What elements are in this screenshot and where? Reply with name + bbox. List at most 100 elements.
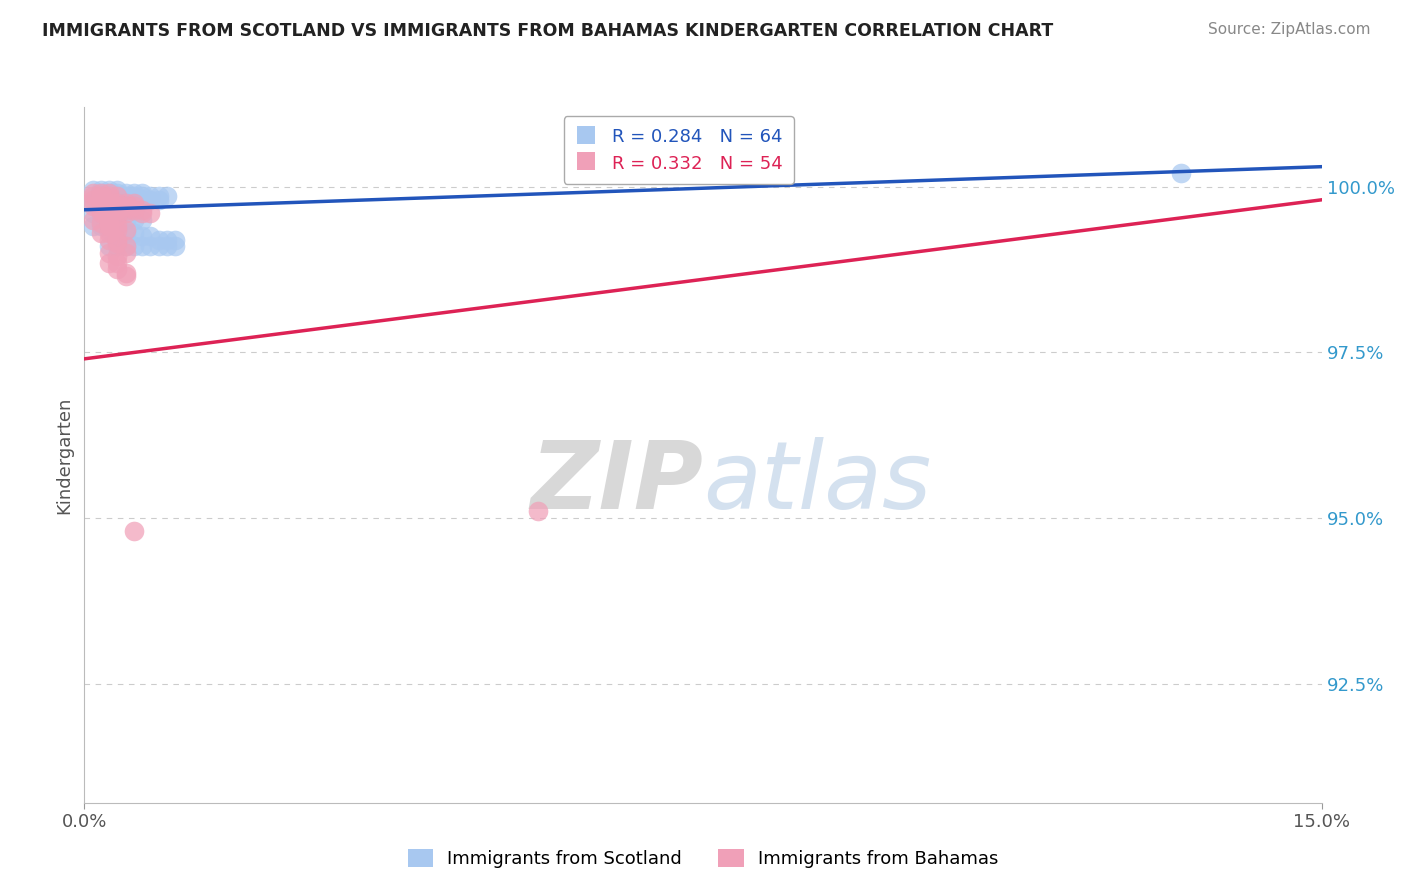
Point (82, 193, 104, 207)
Point (139, 239, 162, 253)
Point (114, 268, 136, 283)
Point (105, 202, 128, 217)
Point (114, 226, 136, 240)
Point (98, 186, 121, 201)
Point (114, 199, 136, 213)
Point (105, 210, 128, 224)
Point (114, 266, 136, 280)
Point (156, 239, 179, 253)
Point (90, 186, 112, 201)
Point (98, 193, 121, 207)
Point (122, 202, 145, 217)
Point (131, 189, 153, 203)
Point (98, 206, 121, 220)
Point (98, 239, 121, 253)
Point (105, 189, 128, 203)
Point (90, 189, 112, 203)
Point (148, 233, 170, 247)
Point (131, 206, 153, 220)
Point (1170, 166, 1192, 180)
Point (90, 193, 112, 207)
Point (105, 183, 128, 197)
Point (82, 212, 104, 227)
Point (165, 233, 187, 247)
Point (122, 189, 145, 203)
Point (122, 226, 145, 240)
Point (148, 189, 170, 203)
Point (105, 186, 128, 201)
Point (156, 189, 179, 203)
Point (98, 199, 121, 213)
Point (82, 186, 104, 201)
Point (90, 210, 112, 224)
Point (98, 199, 121, 213)
Point (122, 186, 145, 201)
Point (131, 186, 153, 201)
Point (90, 226, 112, 240)
Point (82, 199, 104, 213)
Point (90, 189, 112, 203)
Point (131, 239, 153, 253)
Point (114, 202, 136, 217)
Point (98, 245, 121, 260)
Point (90, 196, 112, 211)
Point (139, 206, 162, 220)
Point (98, 233, 121, 247)
Point (114, 193, 136, 207)
Point (98, 183, 121, 197)
Point (114, 186, 136, 201)
Point (90, 199, 112, 213)
Point (105, 233, 128, 247)
Point (105, 256, 128, 270)
Point (105, 202, 128, 217)
Point (90, 206, 112, 220)
Point (98, 216, 121, 230)
Point (98, 210, 121, 224)
Point (148, 239, 170, 253)
Point (156, 233, 179, 247)
Point (527, 504, 550, 518)
Text: ZIP: ZIP (530, 437, 703, 529)
Point (122, 212, 145, 227)
Point (105, 239, 128, 253)
Point (90, 183, 112, 197)
Point (98, 256, 121, 270)
Point (139, 229, 162, 244)
Point (105, 222, 128, 236)
Point (98, 186, 121, 201)
Point (98, 196, 121, 211)
Point (105, 199, 128, 213)
Point (90, 196, 112, 211)
Point (139, 189, 162, 203)
Text: IMMIGRANTS FROM SCOTLAND VS IMMIGRANTS FROM BAHAMAS KINDERGARTEN CORRELATION CHA: IMMIGRANTS FROM SCOTLAND VS IMMIGRANTS F… (42, 22, 1053, 40)
Point (122, 202, 145, 217)
Point (98, 226, 121, 240)
Point (114, 196, 136, 211)
Point (165, 239, 187, 253)
Point (131, 229, 153, 244)
Point (82, 183, 104, 197)
Point (131, 193, 153, 207)
Point (105, 189, 128, 203)
Point (105, 193, 128, 207)
Point (105, 249, 128, 263)
Point (105, 235, 128, 250)
Point (98, 219, 121, 234)
Point (98, 196, 121, 211)
Point (131, 202, 153, 217)
Point (90, 206, 112, 220)
Point (98, 222, 121, 236)
Point (82, 206, 104, 220)
Text: Source: ZipAtlas.com: Source: ZipAtlas.com (1208, 22, 1371, 37)
Point (122, 524, 145, 538)
Point (148, 193, 170, 207)
Point (90, 186, 112, 201)
Point (90, 219, 112, 234)
Point (114, 239, 136, 253)
Point (139, 193, 162, 207)
Point (105, 196, 128, 211)
Point (98, 189, 121, 203)
Point (105, 222, 128, 236)
Point (105, 199, 128, 213)
Point (122, 239, 145, 253)
